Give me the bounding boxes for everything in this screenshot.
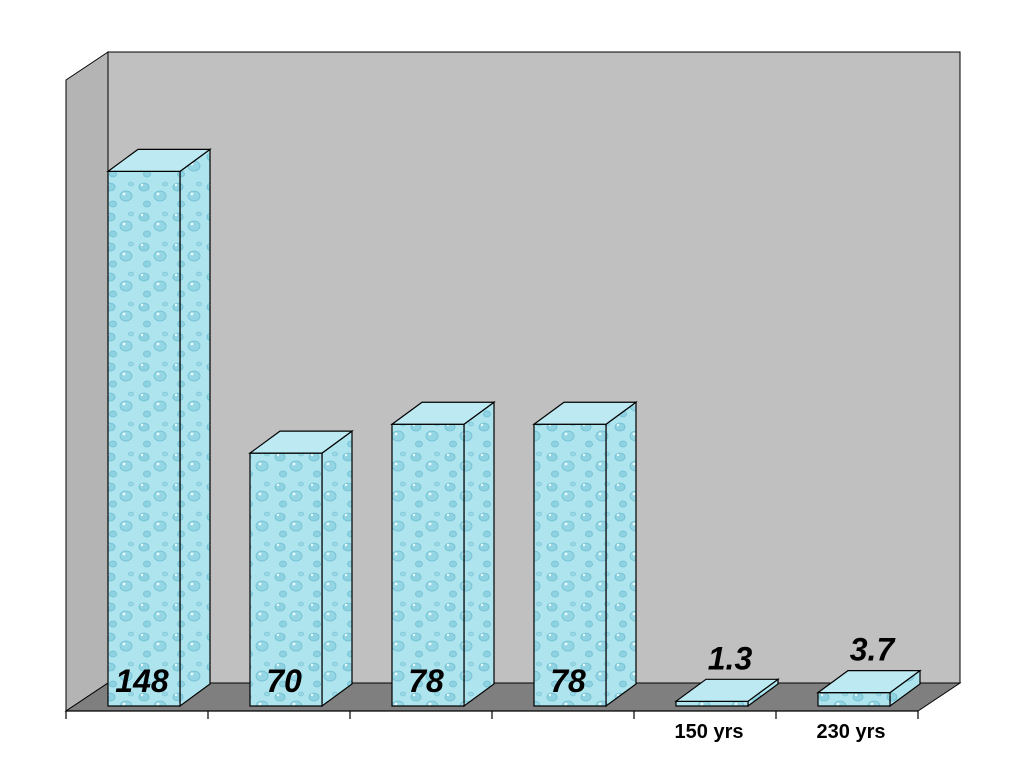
data-label: 70 (266, 663, 302, 699)
bar-side-face (179, 148, 211, 708)
data-labels: 148 70 78 78 1.3 3.7 (115, 632, 896, 699)
bar-front-face (107, 170, 181, 707)
bar-side-face (605, 401, 637, 708)
bar-front-face (533, 423, 607, 707)
bar (248, 429, 354, 708)
bar-front-face (817, 692, 891, 707)
data-label: 148 (115, 663, 169, 699)
bar-front-face (391, 423, 465, 707)
bar-front-face (675, 700, 749, 707)
bar-series (106, 148, 922, 708)
bar-side-face (463, 401, 495, 708)
data-label: 78 (408, 663, 444, 699)
bar-top-face (248, 430, 354, 454)
bar (390, 401, 496, 708)
chart-side-wall (65, 51, 109, 712)
category-labels: 150 yrs 230 yrs (675, 721, 886, 743)
bar (106, 148, 212, 708)
bar (674, 678, 780, 708)
data-label: 78 (550, 663, 586, 699)
bar-top-face (532, 401, 638, 425)
category-label: 150 yrs (675, 721, 744, 743)
data-label: 3.7 (850, 632, 897, 668)
bar-side-face (321, 429, 353, 708)
data-label: 1.3 (708, 640, 753, 676)
bar-top-face (816, 670, 922, 694)
bar-top-face (390, 401, 496, 425)
x-axis-ticks (65, 711, 919, 719)
bar (532, 401, 638, 708)
bar (816, 669, 922, 708)
bar-front-face (249, 452, 323, 707)
bar-top-face (674, 678, 780, 702)
category-label: 230 yrs (817, 721, 886, 743)
bar-top-face (106, 148, 212, 172)
